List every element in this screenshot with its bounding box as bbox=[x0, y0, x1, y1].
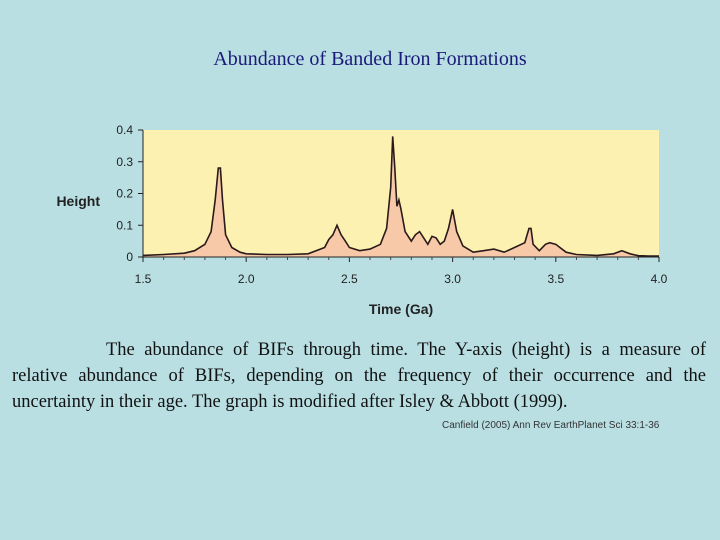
y-tick-label: 0 bbox=[126, 250, 133, 264]
y-axis-label: Height bbox=[56, 193, 100, 209]
y-tick-label: 0.1 bbox=[116, 218, 133, 232]
x-tick-label: 3.0 bbox=[444, 272, 461, 286]
x-ticks: 1.5 2.0 2.5 3.0 3.5 4.0 bbox=[135, 257, 668, 286]
y-tick-label: 0.3 bbox=[116, 155, 133, 169]
chart: 00.10.20.30.4 1.5 2.0 2.5 3.0 3.5 4.0 Height … bbox=[56, 123, 668, 317]
area-fill bbox=[143, 136, 659, 257]
x-tick-label: 3.5 bbox=[547, 272, 564, 286]
slide-title: Abundance of Banded Iron Formations bbox=[213, 48, 527, 70]
x-tick-label: 2.0 bbox=[238, 272, 255, 286]
citation: Canfield (2005) Ann Rev EarthPlanet Sci … bbox=[442, 420, 660, 431]
y-ticks: 0 0.1 0.2 0.3 0.4 bbox=[116, 123, 143, 264]
figure-caption: The abundance of BIFs through time. The … bbox=[12, 340, 706, 412]
x-tick-label: 2.5 bbox=[341, 272, 358, 286]
x-tick-label: 1.5 bbox=[135, 272, 152, 286]
x-axis-label: Time (Ga) bbox=[369, 301, 433, 317]
y-tick-label: 0.4 bbox=[116, 123, 133, 137]
area-line bbox=[142, 136, 659, 257]
x-tick-label: 4.0 bbox=[651, 272, 668, 286]
y-tick-label: 0.2 bbox=[116, 187, 133, 201]
